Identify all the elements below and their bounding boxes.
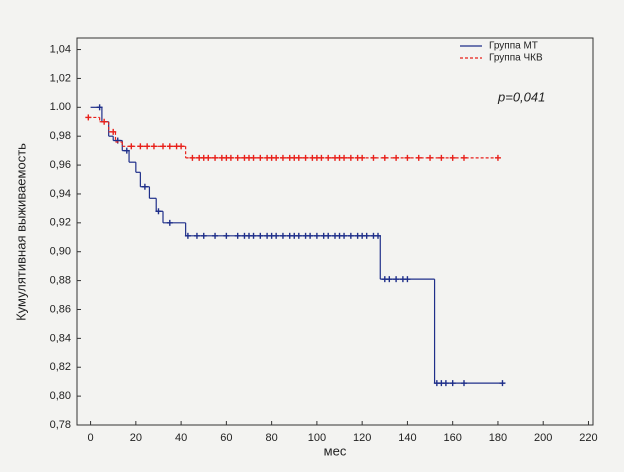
y-tick-label: 0,98 xyxy=(50,130,71,142)
censor-mark xyxy=(427,154,434,161)
x-tick-label: 160 xyxy=(444,432,462,444)
censor-mark xyxy=(370,154,377,161)
censor-mark xyxy=(375,232,381,239)
censor-mark xyxy=(184,232,191,239)
censor-mark xyxy=(178,143,185,150)
y-tick-label: 0,92 xyxy=(50,217,71,229)
censor-mark xyxy=(325,232,332,239)
censor-mark xyxy=(193,232,200,239)
censor-mark xyxy=(128,143,135,150)
censor-mark xyxy=(137,143,144,150)
x-tick-label: 100 xyxy=(308,432,326,444)
censor-mark xyxy=(404,276,411,283)
censor-mark xyxy=(386,276,393,283)
censor-mark xyxy=(273,232,280,239)
censor-mark xyxy=(144,143,151,150)
x-tick-label: 120 xyxy=(353,432,371,444)
censor-mark xyxy=(155,208,162,215)
censor-mark xyxy=(85,114,92,121)
censor-mark xyxy=(212,154,219,161)
censor-mark xyxy=(212,232,219,239)
censor-mark xyxy=(141,183,148,190)
censor-mark xyxy=(442,380,449,387)
y-tick-label: 0,78 xyxy=(50,419,71,431)
y-tick-label: 0,96 xyxy=(50,159,71,171)
censor-mark xyxy=(166,219,173,226)
censor-mark xyxy=(461,154,467,161)
censor-mark xyxy=(499,380,506,387)
censor-mark xyxy=(359,154,366,161)
censor-mark xyxy=(166,143,173,150)
censor-mark xyxy=(150,143,157,150)
censor-mark xyxy=(257,232,264,239)
censor-mark xyxy=(295,154,302,161)
y-tick-label: 0,86 xyxy=(50,303,71,315)
censor-mark xyxy=(404,154,411,161)
legend-label: Группа МТ xyxy=(489,41,538,52)
censor-mark xyxy=(381,154,388,161)
x-tick-label: 220 xyxy=(579,432,597,444)
censor-mark xyxy=(250,232,257,239)
y-tick-label: 1,04 xyxy=(50,43,71,55)
y-tick-label: 1.00 xyxy=(50,101,71,113)
censor-mark xyxy=(234,232,241,239)
censor-mark xyxy=(250,154,257,161)
censor-mark xyxy=(96,104,103,111)
censor-mark xyxy=(318,154,325,161)
censor-mark xyxy=(227,154,234,161)
censor-mark xyxy=(205,154,212,161)
censor-mark xyxy=(363,232,370,239)
y-tick-label: 0,94 xyxy=(50,188,71,200)
y-tick-label: 0,88 xyxy=(50,275,71,287)
censor-mark xyxy=(341,154,348,161)
x-axis-label: мес xyxy=(324,443,347,458)
censor-mark xyxy=(393,276,400,283)
censor-mark xyxy=(494,154,501,161)
censor-mark xyxy=(438,154,445,161)
censor-mark xyxy=(347,154,354,161)
censor-mark xyxy=(279,154,286,161)
censor-mark xyxy=(347,232,354,239)
censor-mark xyxy=(189,154,196,161)
censor-mark xyxy=(313,232,320,239)
censor-mark xyxy=(295,232,302,239)
censor-mark xyxy=(160,143,166,150)
plot-frame xyxy=(76,37,594,426)
annotation: p=0,041 xyxy=(497,89,545,104)
x-tick-label: 80 xyxy=(266,432,278,444)
censor-mark xyxy=(101,118,108,125)
censor-mark xyxy=(449,154,456,161)
x-tick-label: 140 xyxy=(398,432,416,444)
x-tick-label: 0 xyxy=(88,432,94,444)
x-tick-label: 200 xyxy=(534,432,552,444)
y-tick-label: 0,90 xyxy=(50,246,71,258)
censor-mark xyxy=(123,147,130,154)
censor-mark xyxy=(415,154,422,161)
censor-mark xyxy=(325,154,332,161)
censor-mark xyxy=(449,380,456,387)
censor-mark xyxy=(234,154,241,161)
censor-mark xyxy=(307,232,314,239)
x-tick-label: 180 xyxy=(489,432,507,444)
censor-mark xyxy=(279,232,286,239)
censor-mark xyxy=(273,154,280,161)
censor-mark xyxy=(110,128,117,135)
censor-mark xyxy=(393,154,400,161)
censor-mark xyxy=(302,154,309,161)
censor-mark xyxy=(223,232,230,239)
legend-label: Группа ЧКВ xyxy=(489,53,543,64)
y-tick-label: 1,02 xyxy=(50,72,71,84)
y-axis-label: Кумулятивная выживаемость xyxy=(13,143,28,321)
x-tick-label: 20 xyxy=(130,432,142,444)
censor-mark xyxy=(341,232,348,239)
x-tick-label: 40 xyxy=(175,432,187,444)
y-tick-label: 0,82 xyxy=(50,361,71,373)
y-tick-label: 0,80 xyxy=(50,390,71,402)
y-tick-label: 0,84 xyxy=(50,332,71,344)
x-tick-label: 60 xyxy=(220,432,232,444)
censor-mark xyxy=(200,232,207,239)
censor-mark xyxy=(461,380,467,387)
censor-mark xyxy=(257,154,264,161)
